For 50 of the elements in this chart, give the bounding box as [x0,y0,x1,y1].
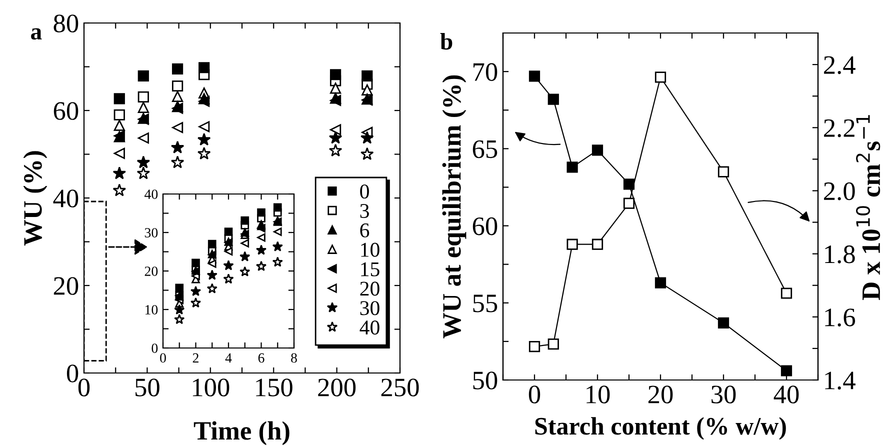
x-tick-label: 4 [225,353,232,362]
y-tick-label: 70 [473,63,498,81]
x-tick-label: 8 [291,353,297,363]
y-tick-label: 30 [144,228,158,238]
legend-label: 30 [360,301,380,316]
y2-tick-label: 1.8 [825,245,855,264]
y-tick-label: 20 [144,266,158,276]
x-tick-label: 0 [78,378,90,396]
y-tick-label: 60 [54,102,78,120]
x-tick-label: 0 [160,353,166,363]
legend-label: 40 [360,320,380,335]
x-tick-label: 100 [192,378,230,396]
y-tick-label: 60 [472,217,498,236]
y-axis-title: WU (%) [23,151,48,246]
legend-label: 6 [360,223,370,238]
x-tick-label: 0 [528,386,540,404]
x-axis-title: Time (h) [194,421,290,446]
y2-tick-label: 1.6 [825,308,856,326]
legend-label: 0 [360,184,369,199]
y-axis-title: WU at equilibrium (%) [442,75,466,338]
y2-tick-label: 1.4 [825,372,856,390]
y2-tick-label: 2.0 [824,182,855,200]
x-tick-label: 30 [712,386,736,404]
y-tick-label: 0 [66,364,78,382]
y-tick-label: 0 [152,344,158,353]
y-tick-label: 20 [54,277,78,295]
x-tick-label: 200 [318,378,356,396]
y-tick-label: 40 [144,190,158,199]
x-tick-label: 6 [258,353,264,363]
y-tick-label: 65 [472,140,498,158]
x-tick-label: 2 [192,353,198,362]
legend-label: 15 [361,262,380,276]
y-tick-label: 55 [473,294,498,312]
y-tick-label: 80 [54,14,78,32]
legend-label: 3 [360,204,369,218]
x-tick-label: 40 [774,386,799,404]
x-tick-label: 250 [381,378,419,396]
y2-tick-label: 2.2 [824,119,854,138]
x-axis-title: Starch content (% w/w) [535,417,786,440]
y-tick-label: 10 [145,305,158,314]
chart-title: b [440,33,452,50]
legend-label: 10 [361,242,380,257]
x-tick-label: 20 [648,386,673,404]
chart-title: a [31,28,42,40]
x-tick-label: 10 [586,386,610,404]
legend-label: 20 [360,282,380,296]
y-tick-label: 40 [53,190,78,208]
y2-tick-label: 2.4 [824,56,856,74]
x-tick-label: 150 [256,378,292,396]
y2-axis-title: D x 10$^{10}$ cm$^{2}$s$^{−1}$ [856,115,880,300]
